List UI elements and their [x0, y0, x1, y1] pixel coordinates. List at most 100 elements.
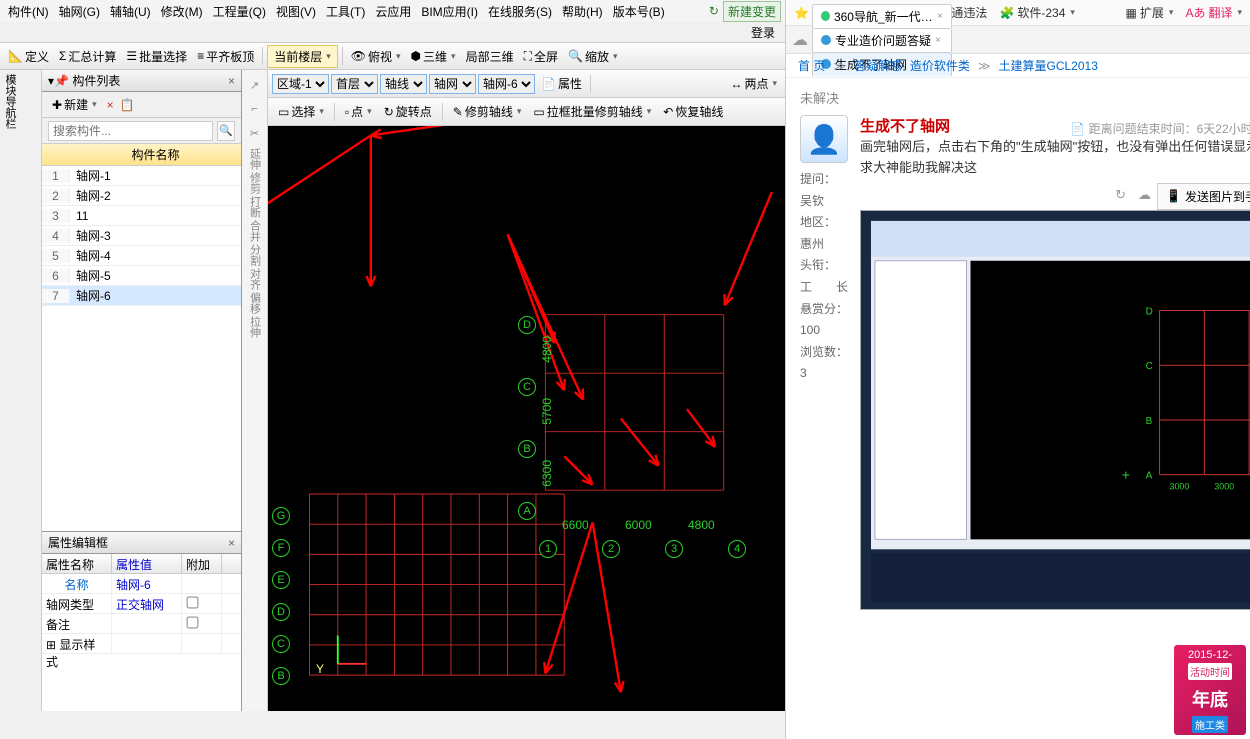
refresh-icon[interactable]: ↻ [1115, 187, 1126, 203]
select-button[interactable]: ▭ 选择 [274, 101, 328, 122]
menu-item[interactable]: 云应用 [371, 1, 415, 22]
login-link[interactable]: 登录 [751, 24, 775, 41]
tool-icon[interactable]: ⌐ [244, 98, 266, 120]
tool-label[interactable]: 对齐 [247, 268, 263, 290]
menu-item[interactable]: 辅轴(U) [106, 1, 155, 22]
menu-item[interactable]: BIM应用(I) [417, 1, 482, 22]
grid-label: B [518, 440, 536, 458]
tool-label[interactable]: 延伸 [247, 148, 263, 170]
current-floor-combo[interactable]: 当前楼层 [267, 45, 338, 68]
refresh-icon[interactable]: ↻ [709, 4, 719, 18]
tool-label[interactable]: 打断 [247, 196, 263, 218]
level-top-button[interactable]: ≡ 平齐板顶 [193, 46, 258, 67]
menu-item[interactable]: 轴网(G) [55, 1, 104, 22]
table-row[interactable]: 6轴网-5 [42, 266, 241, 286]
table-row[interactable]: 311 [42, 206, 241, 226]
tool-icon[interactable]: ✂ [244, 122, 266, 144]
extensions-button[interactable]: ▦扩展 [1126, 4, 1174, 21]
property-row[interactable]: 名称轴网-6 [42, 574, 241, 594]
drawing-canvas[interactable]: DCBA1234480057006300660060004800GFEDCB30… [268, 126, 785, 711]
table-row[interactable]: 7轴网-6 [42, 286, 241, 306]
3d-button[interactable]: ⬢ 三维 [407, 46, 460, 67]
checkbox[interactable] [187, 597, 199, 609]
browser-panel: ⭐收藏 ◉网址大全 📋交通违法 🧩软件-234 ▦扩展 Aあ翻译 ☁ 360导航… [785, 0, 1250, 739]
property-row[interactable]: 备注 [42, 614, 241, 634]
grid-label: G [272, 507, 290, 525]
close-icon[interactable]: × [228, 536, 235, 550]
new-change-button[interactable]: 新建变更 [723, 1, 781, 22]
cloud-icon[interactable]: ☁ [792, 30, 808, 50]
grid-label: 1 [539, 540, 557, 558]
menu-item[interactable]: 帮助(H) [558, 1, 607, 22]
batch-edit-button[interactable]: ▭ 拉框批量修剪轴线 [529, 101, 655, 122]
dimension-text: 6000 [625, 518, 652, 532]
table-row[interactable]: 4轴网-3 [42, 226, 241, 246]
menu-item[interactable]: 工具(T) [322, 1, 369, 22]
sum-button[interactable]: Σ 汇总计算 [55, 46, 120, 67]
crumb-link[interactable]: 答疑解惑 [854, 57, 902, 74]
define-button[interactable]: 📐 定义 [4, 46, 53, 67]
category-combo[interactable]: 轴线 [380, 74, 427, 94]
close-icon[interactable]: × [228, 74, 235, 88]
tool-label[interactable]: 修剪 [247, 172, 263, 194]
tool-label[interactable]: 合并 [247, 220, 263, 242]
edit-axis-button[interactable]: ✎ 修剪轴线 [449, 101, 526, 122]
menu-item[interactable]: 在线服务(S) [484, 1, 556, 22]
table-row[interactable]: 2轴网-2 [42, 186, 241, 206]
table-row[interactable]: 1轴网-1 [42, 166, 241, 186]
dock-tab[interactable]: 模块导航栏 [0, 70, 20, 133]
floor-combo[interactable]: 首层 [331, 74, 378, 94]
tool-icon[interactable]: ↗ [244, 74, 266, 96]
cloud-icon[interactable]: ☁ [1138, 187, 1151, 203]
tool-label[interactable]: 偏移 [247, 292, 263, 314]
menu-item[interactable]: 版本号(B) [609, 1, 669, 22]
browser-tab[interactable]: 专业造价问题答疑× [812, 28, 952, 52]
menu-item[interactable]: 修改(M) [157, 1, 207, 22]
svg-text:B: B [1146, 416, 1153, 427]
restore-button[interactable]: ↶ 恢复轴线 [659, 101, 727, 122]
browser-tab[interactable]: 360导航_新一代安全× [812, 4, 952, 28]
fullscreen-button[interactable]: ⛶ 全屏 [520, 46, 562, 67]
checkbox[interactable] [187, 617, 199, 629]
grid-label: F [272, 539, 290, 557]
menu-item[interactable]: 构件(N) [4, 1, 53, 22]
crumb-link[interactable]: 造价软件类 [910, 57, 970, 74]
batch-select-button[interactable]: ☰ 批量选择 [122, 46, 191, 67]
user-link[interactable]: 吴钦 [800, 194, 824, 208]
two-point-button[interactable]: ↔ 两点 [726, 73, 781, 94]
copy-icon[interactable]: 📋 [120, 98, 135, 112]
table-row[interactable]: 5轴网-4 [42, 246, 241, 266]
close-icon[interactable]: × [937, 11, 943, 22]
zoom-button[interactable]: 🔍 缩放 [564, 46, 622, 67]
grid-label: E [272, 571, 290, 589]
close-icon[interactable]: × [935, 35, 941, 46]
promo-banner[interactable]: 2015-12- 活动时间 年底 施工类 [1174, 645, 1246, 735]
send-pic-button[interactable]: 📱 发送图片到手机 [1157, 183, 1250, 210]
crumb-link[interactable]: 土建算量GCL2013 [999, 57, 1098, 74]
software-button[interactable]: 🧩软件-234 [999, 4, 1075, 21]
item-combo[interactable]: 轴网-6 [478, 74, 535, 94]
menu-item[interactable]: 视图(V) [272, 1, 320, 22]
delete-icon[interactable]: × [107, 98, 114, 112]
search-button[interactable]: 🔍 [217, 121, 235, 141]
area-combo[interactable]: 区域-1 [272, 74, 329, 94]
grid-label: A [518, 502, 536, 520]
svg-text:C: C [1146, 361, 1153, 372]
local-3d-button[interactable]: 局部三维 [462, 46, 518, 67]
new-component-button[interactable]: ✚ 新建 [48, 94, 101, 115]
translate-button[interactable]: Aあ翻译 [1185, 4, 1242, 21]
menu-item[interactable]: 工程量(Q) [209, 1, 270, 22]
type-combo[interactable]: 轴网 [429, 74, 476, 94]
rotate-point-button[interactable]: ↻ 旋转点 [380, 101, 436, 122]
property-row[interactable]: 轴网类型正交轴网 [42, 594, 241, 614]
dimension-text: 6600 [562, 518, 589, 532]
property-row[interactable]: ⊞ 显示样式 [42, 634, 241, 654]
props-button[interactable]: 📄 属性 [537, 73, 586, 94]
overlook-button[interactable]: 👁 俯视 [347, 46, 405, 67]
point-button[interactable]: ▫ 点 [341, 101, 376, 122]
tool-label[interactable]: 分割 [247, 244, 263, 266]
crumb-link[interactable]: 首 页 [798, 57, 825, 74]
tool-label[interactable]: 拉伸 [247, 316, 263, 338]
search-input[interactable] [48, 121, 213, 141]
grid-label: 3 [665, 540, 683, 558]
